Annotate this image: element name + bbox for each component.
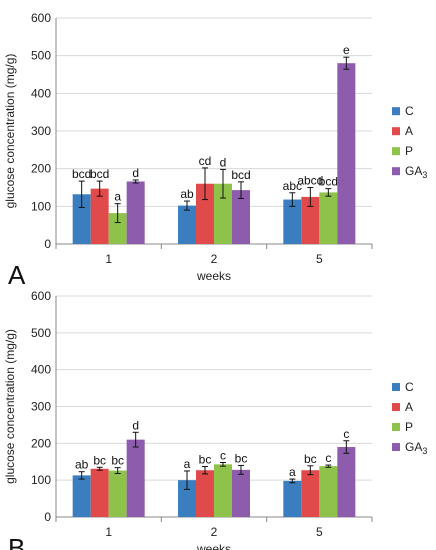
legend-label: P <box>405 420 413 434</box>
legend-swatch <box>392 383 400 392</box>
legend-label: GA3 <box>405 440 427 456</box>
bar <box>72 194 91 244</box>
legend-label: GA3 <box>405 164 427 180</box>
y-tick-label: 500 <box>31 326 51 340</box>
y-tick-label: 200 <box>31 162 51 176</box>
significance-label: bc <box>235 451 248 465</box>
bar <box>90 188 109 244</box>
legend-swatch <box>392 443 400 452</box>
bar <box>126 439 145 517</box>
bar <box>319 466 338 517</box>
significance-label: bc <box>304 452 317 466</box>
bar <box>319 192 338 244</box>
y-tick-label: 500 <box>31 49 51 63</box>
y-tick-label: 200 <box>31 436 51 450</box>
legend-label: A <box>405 400 413 414</box>
bar <box>90 468 109 517</box>
y-axis-title: glucose concentration (mg/g) <box>3 54 17 209</box>
bar <box>301 470 320 517</box>
y-tick-label: 600 <box>31 11 51 25</box>
significance-label: c <box>325 451 331 465</box>
x-tick-label: 5 <box>316 252 323 266</box>
y-tick-label: 600 <box>31 289 51 303</box>
legend-label: A <box>405 124 413 138</box>
significance-label: d <box>132 166 139 180</box>
y-tick-label: 100 <box>31 473 51 487</box>
significance-label: abc <box>283 179 302 193</box>
panel-letter: A <box>8 260 26 290</box>
y-tick-label: 0 <box>44 510 51 524</box>
bar <box>196 470 214 517</box>
significance-label: cd <box>199 154 212 168</box>
significance-label: bcd <box>72 167 91 181</box>
bar <box>108 213 127 244</box>
significance-label: d <box>220 155 227 169</box>
bar <box>232 190 250 244</box>
significance-label: ab <box>180 187 194 201</box>
significance-label: bcd <box>319 175 338 189</box>
x-axis-title: weeks <box>196 542 231 550</box>
significance-label: c <box>220 448 226 462</box>
legend-swatch <box>392 127 400 136</box>
panel-letter: B <box>8 533 25 550</box>
bar <box>337 63 356 245</box>
significance-label: e <box>343 43 350 57</box>
bar <box>232 469 250 517</box>
bar <box>126 181 145 244</box>
significance-label: ab <box>75 458 89 472</box>
y-tick-label: 300 <box>31 124 51 138</box>
bar <box>214 183 232 244</box>
legend-swatch <box>392 167 400 176</box>
y-tick-label: 400 <box>31 86 51 100</box>
bar <box>214 464 232 517</box>
significance-label: d <box>132 418 139 432</box>
significance-label: bc <box>111 454 124 468</box>
significance-label: bcd <box>231 168 250 182</box>
y-axis-title: glucose concentration (mg/g) <box>3 329 17 484</box>
bar <box>196 183 214 244</box>
bar <box>301 196 320 244</box>
legend-swatch <box>392 107 400 116</box>
legend-label: P <box>405 144 413 158</box>
y-tick-label: 0 <box>44 237 51 251</box>
bar <box>178 205 196 244</box>
legend-swatch <box>392 147 400 156</box>
legend-swatch <box>392 423 400 432</box>
legend-swatch <box>392 403 400 412</box>
significance-label: a <box>114 190 121 204</box>
x-axis-title: weeks <box>196 269 231 283</box>
x-tick-label: 2 <box>211 525 218 539</box>
y-tick-label: 300 <box>31 400 51 414</box>
legend-label: C <box>405 104 414 118</box>
bar <box>283 480 302 517</box>
significance-label: bc <box>93 453 106 467</box>
bar <box>72 475 91 517</box>
significance-label: c <box>343 427 349 441</box>
x-tick-label: 2 <box>211 252 218 266</box>
x-tick-label: 5 <box>316 525 323 539</box>
x-tick-label: 1 <box>105 252 112 266</box>
significance-label: a <box>289 465 296 479</box>
significance-label: bc <box>199 453 212 467</box>
bar <box>283 199 302 244</box>
x-tick-label: 1 <box>105 525 112 539</box>
bar <box>337 447 356 517</box>
bar <box>178 480 196 517</box>
bar <box>108 470 127 517</box>
y-tick-label: 100 <box>31 199 51 213</box>
significance-label: bcd <box>90 167 109 181</box>
legend-label: C <box>405 380 414 394</box>
significance-label: abcd <box>297 174 323 188</box>
significance-label: a <box>184 457 191 471</box>
y-tick-label: 400 <box>31 363 51 377</box>
